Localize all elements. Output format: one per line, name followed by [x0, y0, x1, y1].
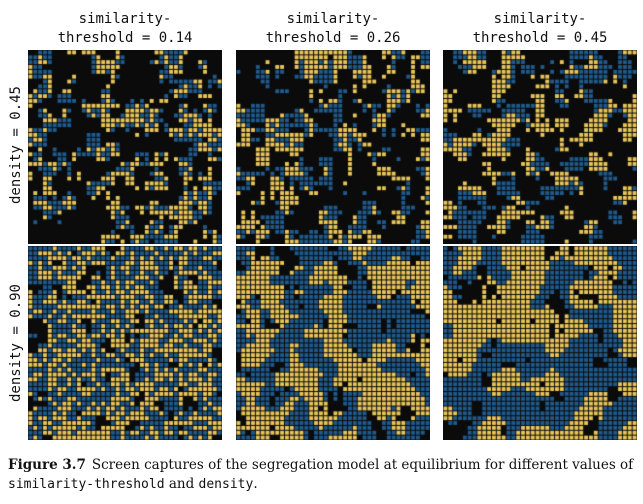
panel-density-045-threshold-026: [236, 50, 430, 244]
figure-label: Figure 3.7: [8, 457, 86, 473]
row-header-2: density = 0.90: [8, 284, 24, 403]
caption-text-3: .: [253, 476, 258, 492]
caption-text-2: and: [168, 476, 195, 492]
panel-density-045-threshold-014: [28, 50, 222, 244]
column-header-3: similarity- threshold = 0.45: [472, 11, 608, 46]
panel-density-090-threshold-014: [28, 246, 222, 440]
caption-code-2: density: [198, 477, 254, 492]
panel-density-090-threshold-026: [236, 246, 430, 440]
caption-code-1: similarity-threshold: [8, 477, 165, 492]
column-header-1: similarity- threshold = 0.14: [57, 11, 193, 46]
panel-density-090-threshold-045: [443, 246, 637, 440]
row-header-1: density = 0.45: [8, 86, 24, 205]
panel-density-045-threshold-045: [443, 50, 637, 244]
figure-caption: Figure 3.7 Screen captures of the segrega…: [8, 456, 638, 494]
caption-text-1: Screen captures of the segregation model…: [91, 457, 634, 473]
column-header-2: similarity- threshold = 0.26: [265, 11, 401, 46]
